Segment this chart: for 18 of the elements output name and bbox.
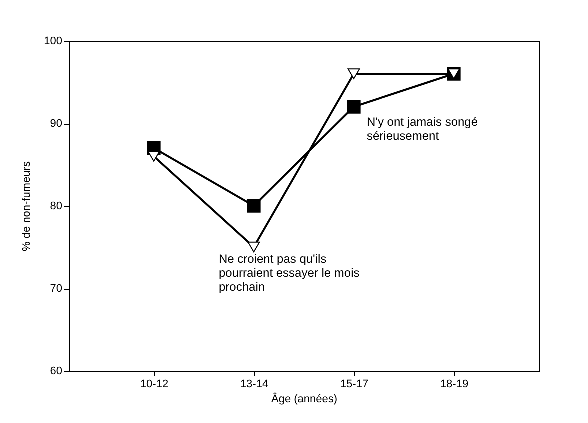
point bbox=[148, 151, 160, 162]
x-tick-label: 15-17 bbox=[340, 378, 369, 390]
y-tick-label: 100 bbox=[44, 36, 62, 48]
series-label: N'y ont jamais songé sérieusement bbox=[367, 115, 478, 143]
point bbox=[248, 242, 260, 253]
point bbox=[247, 199, 261, 213]
x-tick-label: 10-12 bbox=[140, 378, 169, 390]
x-tick-label: 18-19 bbox=[440, 378, 469, 390]
y-tick-label: 70 bbox=[50, 283, 62, 295]
y-tick-label: 80 bbox=[50, 200, 62, 212]
x-tick-label: 13-14 bbox=[240, 378, 269, 390]
y-tick-label: 90 bbox=[50, 118, 62, 130]
point bbox=[347, 100, 361, 114]
text: Ne croient pas qu'ils pourraient essayer le mois prochain bbox=[219, 252, 360, 294]
y-axis-title: % de non-fumeurs bbox=[21, 161, 34, 252]
point bbox=[348, 68, 360, 80]
y-tick-label: 60 bbox=[50, 366, 62, 378]
x-axis-title: Âge (années) bbox=[271, 392, 338, 406]
